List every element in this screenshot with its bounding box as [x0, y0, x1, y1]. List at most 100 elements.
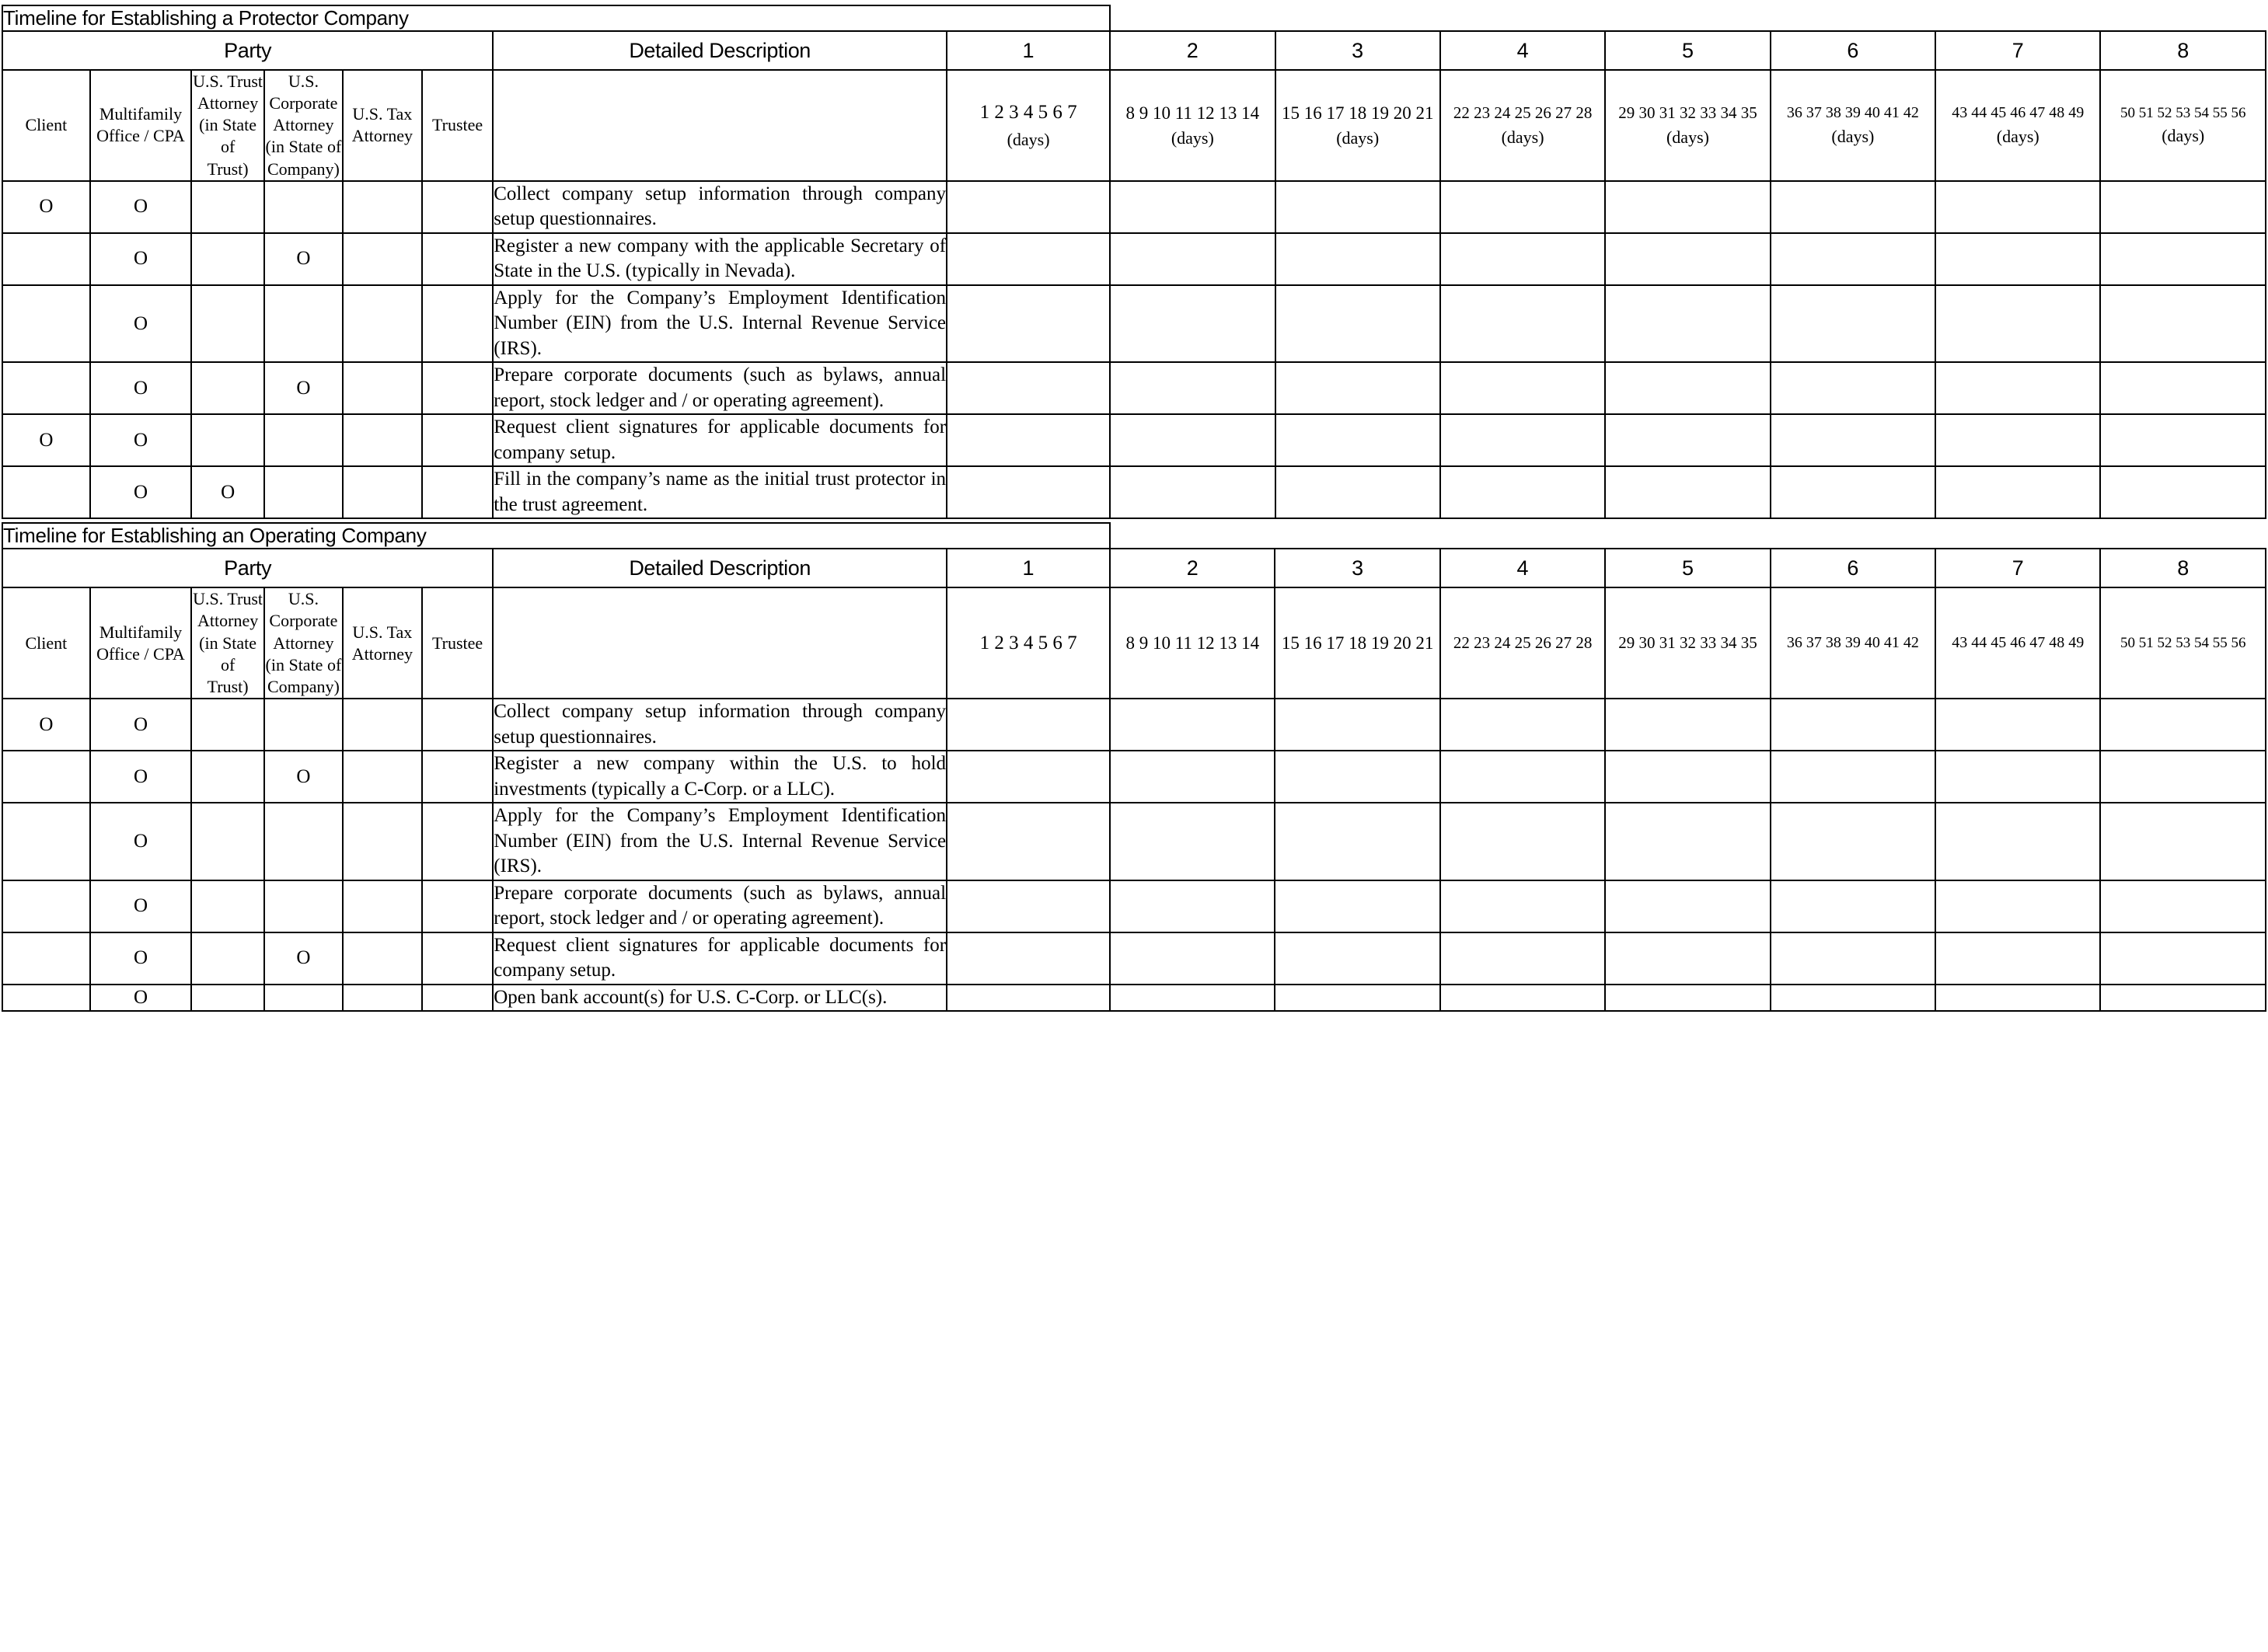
party-marker-client [2, 284, 91, 364]
marker-symbol: O [39, 429, 54, 451]
gantt-week-4 [1439, 232, 1607, 286]
gantt-week-6 [1769, 284, 1937, 364]
days-unit-label: (days) [1007, 129, 1050, 149]
day-range-numbers: 50 51 52 53 54 55 56 [2120, 634, 2246, 651]
party-marker-u-s-trust-attorney-in-state-of-trust [190, 413, 265, 468]
week-header-7: 7 [1935, 548, 2102, 589]
day-range-header-4: 22 23 24 25 26 27 28 [1439, 587, 1607, 700]
column-header-row: Client Multifamily Office / CPA U.S. Trust A… [2, 69, 2266, 182]
gantt-week-2 [1109, 931, 1276, 985]
party-marker-trustee [420, 698, 494, 752]
gantt-week-2 [1109, 232, 1276, 286]
party-marker-u-s-corporate-attorney-in-state-of-company: O [263, 750, 344, 804]
party-marker-client [2, 232, 91, 286]
party-marker-trustee [420, 179, 494, 234]
party-group-header: Party [1, 548, 494, 589]
marker-symbol: O [39, 713, 54, 735]
task-row: O Apply for the Company’s Employment Iden… [2, 284, 2266, 364]
gantt-week-2 [1109, 698, 1276, 752]
gantt-week-3 [1274, 983, 1441, 1012]
gantt-week-2 [1109, 284, 1276, 364]
task-description: Apply for the Company’s Employment Ident… [492, 802, 948, 881]
party-marker-u-s-trust-attorney-in-state-of-trust [190, 232, 265, 286]
gantt-week-8 [2099, 983, 2266, 1012]
gantt-week-6 [1769, 802, 1937, 881]
week-header-4: 4 [1439, 30, 1607, 71]
party-marker-u-s-corporate-attorney-in-state-of-company [263, 698, 344, 752]
gantt-week-8 [2099, 750, 2266, 804]
party-marker-trustee [420, 232, 494, 286]
week-header-8: 8 [2099, 548, 2266, 589]
party-marker-u-s-corporate-attorney-in-state-of-company [263, 179, 344, 234]
gantt-week-1 [946, 698, 1111, 752]
party-marker-multifamily-office-cpa: O [89, 879, 193, 933]
marker-symbol: O [39, 196, 54, 218]
day-range-numbers: 1 2 3 4 5 6 7 [979, 102, 1077, 124]
days-unit-label: (days) [1666, 127, 1709, 147]
gantt-week-8 [2099, 232, 2266, 286]
party-marker-u-s-tax-attorney [341, 465, 423, 520]
group-header-row: Party Detailed Description 1 2 3 4 5 6 7 8 [1, 548, 2266, 589]
gantt-week-3 [1274, 232, 1441, 286]
title-row-blank [1110, 523, 2266, 549]
party-column-header-multifamily-office-cpa: Multifamily Office / CPA [89, 587, 193, 700]
party-marker-u-s-trust-attorney-in-state-of-trust [190, 879, 265, 933]
task-row: O O Collect company setup information thro… [2, 698, 2266, 752]
party-marker-trustee [420, 983, 494, 1012]
task-description: Register a new company within the U.S. t… [492, 750, 948, 804]
gantt-week-8 [2099, 802, 2266, 881]
task-row: O O Prepare corporate documents (such as b… [2, 361, 2266, 416]
days-unit-label: (days) [1501, 127, 1544, 147]
task-description: Prepare corporate documents (such as byl… [492, 879, 948, 933]
gantt-week-8 [2099, 179, 2266, 234]
party-column-header-u-s-corporate-attorney-in-state-of-company: U.S. Corporate Attorney (in State of Company… [263, 587, 344, 700]
week-header-8: 8 [2099, 30, 2266, 71]
gantt-week-2 [1109, 179, 1276, 234]
gantt-week-3 [1274, 698, 1441, 752]
day-range-header-3: 15 16 17 18 19 20 21 (days) [1274, 69, 1441, 182]
day-range-header-2: 8 9 10 11 12 13 14 [1109, 587, 1276, 700]
party-marker-u-s-trust-attorney-in-state-of-trust [190, 179, 265, 234]
party-marker-u-s-tax-attorney [341, 802, 423, 881]
party-marker-u-s-tax-attorney [341, 931, 423, 985]
party-marker-u-s-tax-attorney [341, 179, 423, 234]
gantt-week-2 [1109, 361, 1276, 416]
gantt-week-6 [1769, 179, 1937, 234]
task-description: Request client signatures for applicable… [492, 931, 948, 985]
day-range-numbers: 43 44 45 46 47 48 49 [1952, 103, 2085, 121]
gantt-week-8 [2099, 931, 2266, 985]
party-column-header-u-s-corporate-attorney-in-state-of-company: U.S. Corporate Attorney (in State of Company… [263, 69, 344, 182]
gantt-week-4 [1439, 284, 1607, 364]
party-marker-u-s-trust-attorney-in-state-of-trust [190, 931, 265, 985]
party-marker-u-s-tax-attorney [341, 879, 423, 933]
marker-symbol: O [133, 377, 148, 399]
gantt-week-3 [1274, 750, 1441, 804]
party-marker-u-s-corporate-attorney-in-state-of-company: O [263, 931, 344, 985]
party-marker-u-s-trust-attorney-in-state-of-trust [190, 284, 265, 364]
gantt-week-6 [1769, 232, 1937, 286]
party-marker-client [2, 931, 91, 985]
gantt-week-4 [1439, 698, 1607, 752]
gantt-week-1 [946, 232, 1111, 286]
gantt-week-4 [1439, 179, 1607, 234]
week-header-3: 3 [1274, 548, 1441, 589]
gantt-week-6 [1769, 983, 1937, 1012]
party-marker-u-s-corporate-attorney-in-state-of-company [263, 413, 344, 468]
marker-symbol: O [133, 986, 148, 1008]
party-marker-multifamily-office-cpa: O [89, 931, 193, 985]
party-marker-client [2, 879, 91, 933]
marker-symbol: O [221, 481, 236, 503]
day-range-numbers: 43 44 45 46 47 48 49 [1952, 634, 2085, 652]
party-column-header-trustee: Trustee [420, 69, 494, 182]
gantt-week-5 [1604, 232, 1771, 286]
gantt-week-5 [1604, 750, 1771, 804]
gantt-week-7 [1935, 232, 2102, 286]
party-marker-multifamily-office-cpa: O [89, 413, 193, 468]
day-range-numbers: 22 23 24 25 26 27 28 [1453, 633, 1593, 653]
marker-symbol: O [133, 765, 148, 787]
party-marker-u-s-corporate-attorney-in-state-of-company [263, 465, 344, 520]
gantt-week-4 [1439, 983, 1607, 1012]
table-title-row: Timeline for Establishing a Protector Co… [1, 5, 2266, 32]
task-description: Register a new company with the applicab… [492, 232, 948, 286]
gantt-week-3 [1274, 179, 1441, 234]
